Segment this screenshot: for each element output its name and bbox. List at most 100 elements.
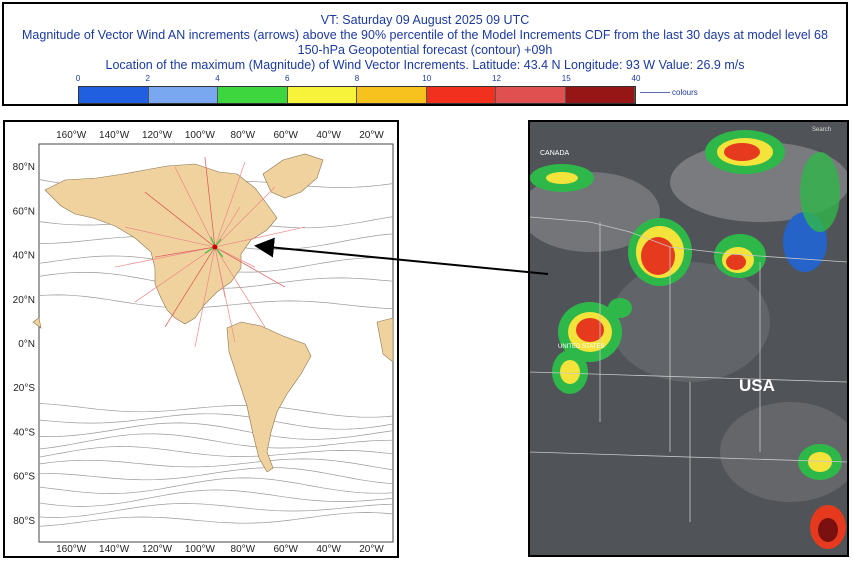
- longitude-tick-label: 20°W: [359, 130, 384, 141]
- max-location-marker: [212, 244, 218, 250]
- wind-arrow: [124, 226, 216, 248]
- world-map: 160°W 140°W 120°W 100°W 80°W 60°W 40°W 20°W 160…: [13, 130, 394, 555]
- colorbar-segment: [287, 87, 357, 103]
- contour-legend-label: colours: [672, 88, 698, 97]
- latitude-tick-label: 20°N: [13, 295, 35, 306]
- wind-arrow: [114, 246, 215, 268]
- africa-edge: [376, 317, 394, 363]
- wind-arrow: [154, 246, 215, 258]
- colorbar-tick-label: 12: [492, 74, 501, 83]
- longitude-tick-label: 80°W: [231, 130, 256, 141]
- wind-arrow: [134, 246, 216, 303]
- contour-line: [38, 512, 394, 527]
- contour-line: [38, 503, 394, 518]
- wind-arrow: [214, 186, 276, 248]
- north-america: [44, 163, 278, 325]
- arrows-description: Magnitude of Vector Wind AN increments (…: [22, 28, 828, 42]
- contour-line: [38, 403, 394, 418]
- contour-line: [39, 467, 394, 485]
- colorbar-tick-label: 10: [422, 74, 432, 83]
- latitude-tick-label: 80°N: [13, 162, 35, 173]
- longitude-tick-label: 160°W: [56, 130, 87, 141]
- wind-arrow: [194, 246, 216, 348]
- colorbar-segment: [426, 87, 496, 103]
- contour-line: [38, 422, 394, 440]
- contour-line: [38, 477, 394, 494]
- wind-arrow: [214, 246, 226, 298]
- latitude-tick-label: 60°S: [13, 472, 35, 483]
- longitude-tick-label: 20°W: [359, 544, 384, 555]
- longitude-tick-label: 60°W: [273, 130, 298, 141]
- latitude-tick-label: 0°N: [18, 339, 35, 350]
- contour-line: [38, 489, 394, 507]
- latitude-tick-label: 20°S: [13, 383, 35, 394]
- longitude-tick-label: 120°W: [142, 130, 173, 141]
- state-borders: [530, 216, 847, 522]
- valid-time-title: VT: Saturday 09 August 2025 09 UTC: [320, 13, 530, 27]
- longitude-tick-label: 60°W: [273, 544, 298, 555]
- wind-arrow: [214, 161, 246, 248]
- contour-line: [38, 446, 394, 458]
- greenland: [262, 153, 324, 199]
- contour-description: 150-hPa Geopotential forecast (contour) …: [297, 43, 553, 57]
- latitude-labels: 80°N 60°N 40°N 20°N 0°N 20°S 40°S 60°S 80°S: [13, 162, 36, 527]
- longitude-tick-label: 140°W: [99, 130, 130, 141]
- latitude-tick-label: 60°N: [13, 206, 35, 217]
- wind-arrow: [144, 191, 216, 248]
- contour-line: [38, 458, 394, 471]
- contour-line: [38, 413, 394, 430]
- colorbar-tick-label: 8: [354, 74, 360, 83]
- longitude-tick-label: 40°W: [316, 130, 341, 141]
- contour-line: [38, 294, 394, 309]
- latitude-tick-label: 80°S: [13, 516, 35, 527]
- search-label: Search: [812, 127, 831, 133]
- colorbar-segment: [357, 87, 427, 103]
- colorbar-tick-label: 15: [561, 74, 571, 83]
- colorbar-tick-label: 6: [285, 74, 290, 83]
- wind-arrow: [174, 166, 216, 248]
- max-location-text: Location of the maximum (Magnitude) of W…: [105, 58, 745, 72]
- usa-label: USA: [739, 376, 775, 395]
- satellite-image-panel: CANADA UNITED STATES Search USA: [528, 120, 849, 557]
- chart-header: VT: Saturday 09 August 2025 09 UTC Magni…: [2, 2, 848, 106]
- colorbar-tick-label: 2: [145, 74, 150, 83]
- storm-cells: [530, 130, 846, 549]
- longitude-labels-bottom: 160°W 140°W 120°W 100°W 80°W 60°W 40°W 20°W: [56, 544, 384, 555]
- longitude-tick-label: 100°W: [185, 544, 216, 555]
- latitude-tick-label: 40°N: [13, 251, 35, 262]
- longitude-tick-label: 40°W: [316, 544, 341, 555]
- longitude-tick-label: 100°W: [185, 130, 216, 141]
- longitude-tick-label: 160°W: [56, 544, 87, 555]
- colorbar-segment: [218, 87, 288, 103]
- canada-label: CANADA: [540, 150, 570, 157]
- united-states-label: UNITED STATES: [558, 344, 604, 350]
- contour-line: [38, 433, 394, 450]
- colorbar: [78, 86, 636, 104]
- colorbar-tick-label: 40: [631, 74, 641, 83]
- latitude-tick-label: 40°S: [13, 427, 35, 438]
- pacific-islands: [32, 317, 42, 329]
- south-america: [226, 321, 312, 473]
- wind-arrow: [214, 226, 306, 248]
- colorbar-segment: [565, 87, 635, 103]
- map-panel: 160°W 140°W 120°W 100°W 80°W 60°W 40°W 20°W 160…: [3, 120, 399, 558]
- wind-arrow: [214, 246, 256, 268]
- longitude-tick-label: 140°W: [99, 544, 130, 555]
- wind-arrow: [204, 156, 216, 248]
- colorbar-tick-label: 0: [75, 74, 81, 83]
- longitude-labels-top: 160°W 140°W 120°W 100°W 80°W 60°W 40°W 20°W: [56, 130, 384, 141]
- contour-legend-line: [640, 92, 670, 93]
- colorbar-segment: [148, 87, 218, 103]
- satellite-image: CANADA UNITED STATES Search: [530, 122, 847, 555]
- colorbar-tick-label: 4: [215, 74, 220, 83]
- wind-increment-arrows: [114, 156, 306, 348]
- wind-arrow: [214, 246, 286, 288]
- colorbar-segment: [496, 87, 566, 103]
- landmasses: [32, 153, 394, 473]
- wind-arrow: [214, 246, 266, 328]
- colorbar-segment: [79, 87, 149, 103]
- longitude-tick-label: 120°W: [142, 544, 173, 555]
- wind-arrow: [164, 246, 216, 328]
- longitude-tick-label: 80°W: [231, 544, 256, 555]
- wind-arrow: [214, 206, 241, 248]
